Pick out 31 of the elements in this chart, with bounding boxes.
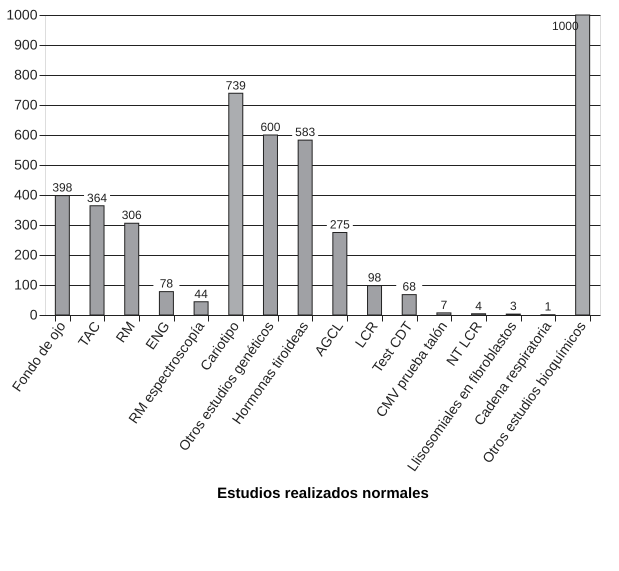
- y-tick-label: 600: [14, 126, 38, 142]
- x-axis-title: Estudios realizados normales: [217, 485, 429, 502]
- y-tick-label: 0: [30, 306, 38, 322]
- y-tick-label: 400: [14, 186, 38, 202]
- data-label: 398: [52, 180, 73, 195]
- data-label: 739: [226, 78, 246, 92]
- data-label: 68: [402, 280, 416, 294]
- data-label: 275: [330, 218, 350, 232]
- data-label: 306: [122, 208, 142, 222]
- bar: [158, 291, 174, 316]
- data-label: 98: [368, 270, 382, 285]
- data-label: 78: [160, 276, 174, 291]
- y-tick-label: 800: [14, 66, 38, 82]
- x-tick-label: RM: [112, 318, 138, 346]
- y-tick-label: 500: [14, 156, 38, 172]
- y-tick-label: 900: [14, 36, 38, 52]
- data-label: 3: [510, 299, 517, 314]
- data-label: 364: [87, 190, 108, 205]
- y-tick-label: 700: [14, 96, 38, 112]
- y-tick-label: 100: [14, 276, 38, 292]
- y-tick-label: 1000: [6, 6, 38, 22]
- data-label: 44: [194, 286, 208, 301]
- x-tick-label: TAC: [74, 318, 104, 350]
- data-label: 600: [260, 120, 281, 134]
- y-tick-label: 300: [14, 216, 38, 232]
- y-tick-label: 200: [14, 246, 38, 262]
- data-label: 583: [295, 125, 316, 140]
- data-label: 1: [544, 300, 552, 314]
- data-label: 4: [475, 298, 482, 313]
- data-label: 7: [440, 298, 448, 312]
- bar: [402, 294, 417, 316]
